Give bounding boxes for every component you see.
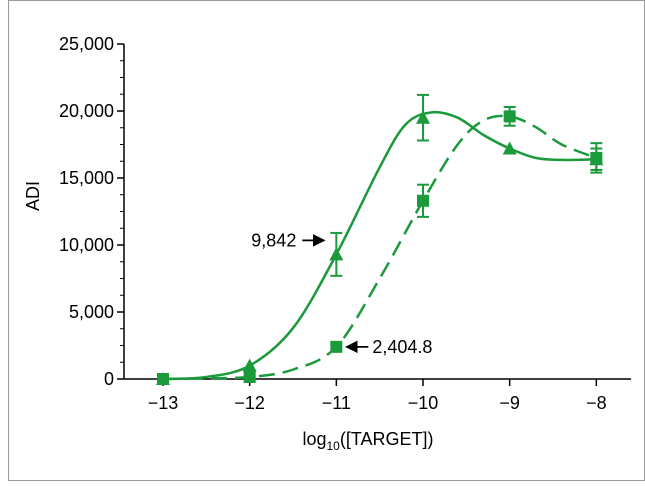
axes: 0 5,000 10,000 15,000 20,000 25,000 −13 −12 −11 −… [59,34,631,413]
annotations: 9,842 2,404.8 [251,230,432,356]
square-marker [330,340,343,353]
x-tick-label: −10 [408,393,439,413]
fit-curve-1 [162,110,597,381]
square-marker [157,373,169,385]
annotation-label: 9,842 [251,230,296,250]
x-tick-label: −9 [499,393,520,413]
y-axis-label: ADI [23,181,43,211]
y-tick-label: 5,000 [69,302,114,322]
x-axis-label-main: log [302,429,326,449]
square-marker [243,370,256,383]
square-marker [417,194,429,207]
triangle-marker [502,141,517,155]
triangle-marker [416,110,430,124]
x-axis-label-subscript: 10 [327,439,341,453]
x-tick-label: −8 [586,393,607,413]
x-tick-label: −12 [234,393,265,413]
triangle-marker [242,358,257,372]
y-tick-label: 10,000 [59,235,114,255]
x-axis-label-rest: ([TARGET]) [340,429,434,449]
chart-border [8,0,645,481]
square-marker [503,110,516,123]
annotation-label: 2,404.8 [372,337,432,357]
x-tick-label: −13 [148,393,179,413]
triangle-marker [329,247,344,261]
x-tick-label: −11 [322,393,351,413]
y-tick-label: 20,000 [59,101,114,121]
data-markers [156,110,604,385]
x-axis-label: log10([TARGET]) [302,429,433,453]
y-tick-label: 0 [104,369,114,389]
y-tick-label: 15,000 [59,168,114,188]
y-tick-label: 25,000 [59,34,114,54]
square-marker [590,151,603,164]
